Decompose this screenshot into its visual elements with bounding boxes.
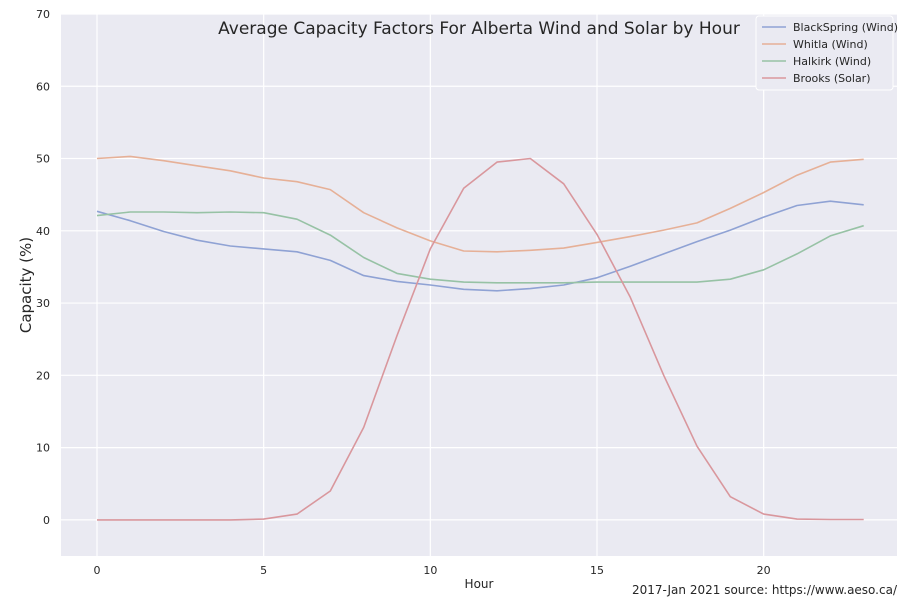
legend-entry: BlackSpring (Wind): [793, 21, 898, 34]
series-line-halkirk-wind: [96, 211, 864, 284]
footnote: 2017-Jan 2021 source: https://www.aeso.c…: [632, 583, 898, 597]
plot-background: [61, 14, 897, 556]
series-line-blackspring-wind: [96, 200, 864, 292]
series-line-whitla-wind: [96, 155, 864, 253]
y-tick-label: 20: [36, 369, 50, 382]
x-tick-label: 20: [757, 564, 771, 577]
legend-entry: Halkirk (Wind): [793, 55, 871, 68]
legend-entry: Brooks (Solar): [793, 72, 871, 85]
legend-entry: Whitla (Wind): [793, 38, 868, 51]
y-tick-label: 70: [36, 8, 50, 21]
x-tick-label: 10: [423, 564, 437, 577]
y-tick-label: 60: [36, 80, 50, 93]
legend-box: [755, 15, 894, 91]
y-axis-label: Capacity (%): [17, 237, 35, 333]
y-tick-label: 10: [36, 442, 50, 455]
x-tick-label: 5: [260, 564, 267, 577]
x-tick-label: 0: [94, 564, 101, 577]
series-lines: [96, 155, 864, 521]
chart-title: Average Capacity Factors For Alberta Win…: [218, 19, 740, 39]
y-tick-label: 0: [43, 514, 50, 527]
x-tick-label: 15: [590, 564, 604, 577]
y-tick-label: 50: [36, 153, 50, 166]
y-tick-label: 40: [36, 225, 50, 238]
legend: BlackSpring (Wind) Whitla (Wind) Halkirk (…: [755, 15, 898, 91]
x-axis-label: Hour: [465, 577, 494, 591]
tick-labels: 0 5 10 15 20 0 10 20 30 40 50 60 70: [36, 8, 771, 577]
y-tick-label: 30: [36, 297, 50, 310]
series-line-brooks-solar: [97, 157, 864, 521]
